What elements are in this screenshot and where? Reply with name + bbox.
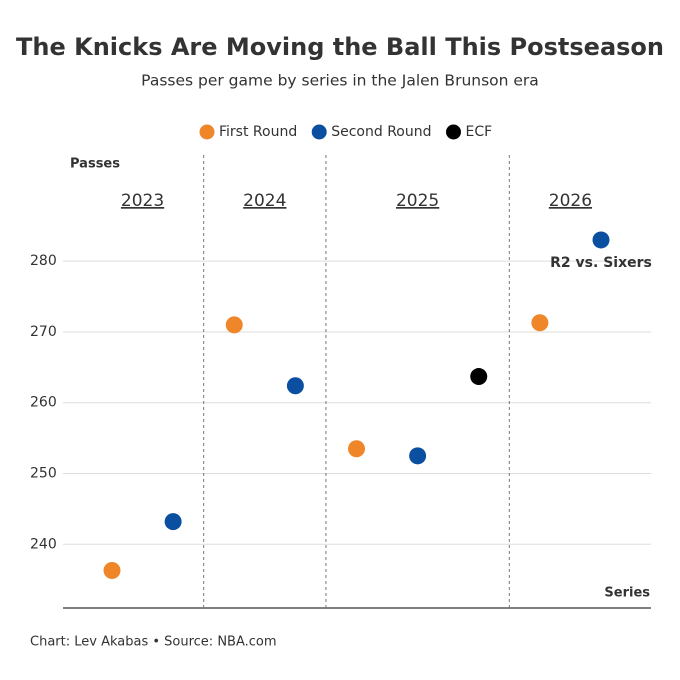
annotation: R2 vs. Sixers	[550, 255, 652, 271]
legend-marker	[311, 124, 327, 140]
legend-label: Second Round	[331, 124, 431, 140]
year-label: 2026	[549, 191, 592, 211]
legend-marker	[199, 124, 215, 140]
point	[286, 377, 304, 395]
y-tick-label: 250	[30, 466, 57, 482]
year-label: 2025	[396, 191, 439, 211]
y-tick-label: 270	[30, 324, 57, 340]
legend-marker	[446, 124, 461, 140]
y-tick-label: 260	[30, 395, 57, 411]
chart-title: The Knicks Are Moving the Ball This Post…	[16, 33, 664, 61]
y-axis-label: Passes	[70, 157, 120, 172]
point	[592, 231, 610, 249]
year-label: 2024	[243, 191, 286, 211]
year-label: 2023	[121, 191, 164, 211]
point	[164, 513, 182, 531]
point	[103, 561, 121, 579]
point	[531, 314, 549, 332]
legend-label: ECF	[466, 124, 493, 140]
y-tick-label: 240	[30, 536, 57, 552]
x-axis-label: Series	[604, 586, 650, 601]
point	[409, 447, 427, 465]
legend-label: First Round	[219, 124, 297, 140]
point	[348, 440, 365, 458]
source: Chart: Lev Akabas • Source: NBA.com	[30, 635, 277, 650]
point	[470, 368, 488, 386]
y-tick-label: 280	[30, 253, 57, 269]
point	[225, 316, 243, 334]
chart-subtitle: Passes per game by series in the Jalen B…	[141, 72, 539, 90]
